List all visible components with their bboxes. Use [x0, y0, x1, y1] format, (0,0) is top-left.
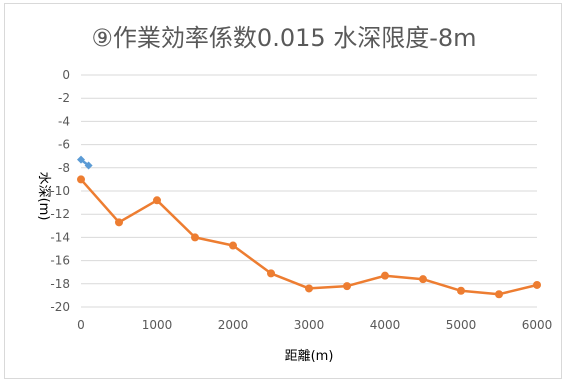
- data-point: [305, 284, 313, 293]
- y-tick-label: -16: [50, 254, 70, 268]
- series-line: [80, 178, 538, 296]
- y-tick-label: -4: [58, 114, 70, 128]
- data-point: [533, 280, 541, 289]
- y-axis-label: 水深(m): [36, 172, 51, 221]
- x-tick-label: 1000: [142, 318, 173, 332]
- gridlines: [81, 74, 537, 308]
- y-tick-label: -18: [50, 277, 70, 291]
- data-point: [77, 155, 85, 164]
- x-tick-label: 5000: [446, 318, 477, 332]
- x-tick-label: 3000: [294, 318, 325, 332]
- y-tick-label: -20: [50, 300, 70, 314]
- y-tick-label: -10: [50, 184, 70, 198]
- data-point: [115, 218, 123, 227]
- data-point: [457, 286, 465, 295]
- data-point: [191, 233, 199, 242]
- data-point: [267, 269, 275, 278]
- data-point: [77, 175, 85, 184]
- x-tick-label: 0: [77, 318, 85, 332]
- plot-series: [77, 155, 541, 299]
- y-tick-label: -6: [58, 138, 70, 152]
- x-tick-label: 4000: [370, 318, 401, 332]
- data-point: [381, 271, 389, 280]
- y-tick-label: -2: [58, 91, 70, 105]
- data-point: [84, 161, 93, 170]
- data-point: [229, 241, 237, 250]
- data-point: [495, 290, 503, 299]
- y-tick-label: 0: [62, 68, 70, 82]
- x-axis-ticks: 0 1000 2000 3000 4000 5000 6000: [77, 318, 552, 332]
- data-point: [153, 196, 161, 205]
- y-tick-label: -14: [50, 230, 70, 244]
- x-tick-label: 2000: [218, 318, 249, 332]
- x-tick-label: 6000: [522, 318, 553, 332]
- y-tick-label: -8: [58, 161, 70, 175]
- data-point: [343, 282, 351, 291]
- y-axis-ticks: 0 -2 -4 -6 -8 -10 -12 -14 -16 -18 -20: [50, 68, 70, 314]
- y-tick-label: -12: [50, 207, 70, 221]
- chart-title: ⑨作業効率係数0.015 水深限度-8m: [91, 24, 476, 52]
- x-axis-label: 距離(m): [285, 349, 334, 364]
- data-point: [419, 275, 427, 284]
